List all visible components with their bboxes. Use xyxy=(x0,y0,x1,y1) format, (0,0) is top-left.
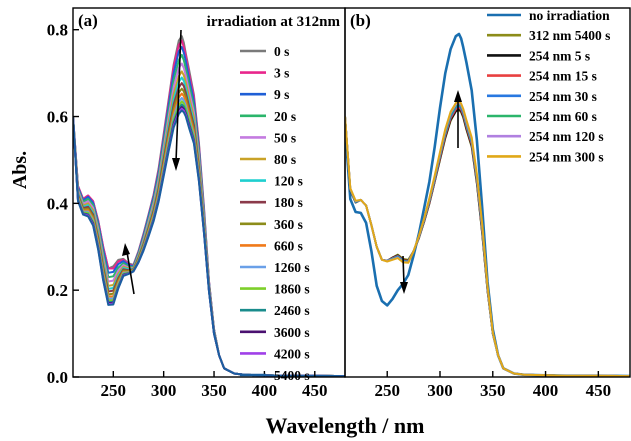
panel-b-curves xyxy=(345,32,630,377)
series-line-254-nm-60-s xyxy=(345,102,630,377)
panel-a-frame xyxy=(72,7,346,378)
x-tick-label: 350 xyxy=(480,381,506,400)
series-line-254-nm-30-s xyxy=(345,104,630,377)
legend-label: 9 s xyxy=(274,87,289,102)
legend-label: 254 nm 30 s xyxy=(529,89,597,104)
panel-a-x-ticks: 250 300 350 400 450 xyxy=(101,371,328,400)
panel-a: 0.0 0.2 0.4 0.6 0.8 250 300 350 400 450 (a) irra… xyxy=(47,7,346,400)
legend-label: 0 s xyxy=(274,44,289,59)
arrow-dip-increase xyxy=(126,251,135,295)
legend-label: 3600 s xyxy=(274,325,310,340)
legend-label: 180 s xyxy=(274,195,303,210)
panel-a-y-ticks: 0.0 0.2 0.4 0.6 0.8 xyxy=(47,21,79,387)
x-tick-label: 250 xyxy=(374,381,400,400)
y-tick-label: 0.0 xyxy=(47,368,68,387)
x-axis-title: Wavelength / nm xyxy=(266,413,425,438)
x-tick-label: 400 xyxy=(533,381,559,400)
x-tick-label: 450 xyxy=(302,381,328,400)
arrow-dip-decrease-head xyxy=(400,282,408,294)
panel-b-legend: no irradiation 312 nm 5400 s 254 nm 5 s 254… xyxy=(487,8,610,164)
legend-label: 254 nm 60 s xyxy=(529,109,597,124)
arrow-peak-decrease-head xyxy=(172,158,180,171)
legend-label: 3 s xyxy=(274,66,289,81)
legend-label: 2460 s xyxy=(274,303,310,318)
legend-label: 5400 s xyxy=(274,368,310,383)
legend-label: 312 nm 5400 s xyxy=(529,28,610,43)
panel-a-legend-title: irradiation at 312nm xyxy=(207,14,341,30)
arrow-peak-decrease xyxy=(175,29,182,163)
legend-label: 120 s xyxy=(274,174,303,189)
legend-label: 80 s xyxy=(274,152,296,167)
legend-label: 50 s xyxy=(274,130,296,145)
series-line-254-nm-300-s xyxy=(345,100,630,377)
x-tick-label: 450 xyxy=(586,381,612,400)
y-tick-label: 0.8 xyxy=(47,21,68,40)
series-line-254-nm-15-s xyxy=(345,106,630,377)
panel-a-label: (a) xyxy=(78,11,98,30)
y-tick-label: 0.4 xyxy=(47,194,69,213)
legend-label: 20 s xyxy=(274,109,296,124)
panel-b-frame xyxy=(344,7,631,378)
series-line-no-irradiation xyxy=(345,32,630,377)
legend-label: 4200 s xyxy=(274,346,310,361)
panel-b-x-ticks: 250 300 350 400 450 xyxy=(374,371,611,400)
legend-label: 1260 s xyxy=(274,260,310,275)
legend-label: 254 nm 120 s xyxy=(529,129,604,144)
legend-label: 660 s xyxy=(274,238,303,253)
y-axis-title: Abs. xyxy=(9,151,31,189)
y-tick-label: 0.6 xyxy=(47,108,68,127)
legend-label: no irradiation xyxy=(529,8,610,23)
arrow-dip-increase-head xyxy=(122,243,130,256)
series-line-5400-s xyxy=(73,109,345,377)
x-tick-label: 300 xyxy=(427,381,453,400)
x-tick-label: 350 xyxy=(201,381,227,400)
x-tick-label: 250 xyxy=(101,381,127,400)
legend-label: 254 nm 5 s xyxy=(529,48,590,63)
x-tick-label: 300 xyxy=(151,381,177,400)
y-tick-label: 0.2 xyxy=(47,281,68,300)
legend-label: 254 nm 15 s xyxy=(529,69,597,84)
panel-b-label: (b) xyxy=(350,11,371,30)
arrow-peak-increase-head xyxy=(454,90,462,102)
panel-a-legend: 0 s 3 s 9 s 20 s 50 s 80 s 120 s 180 s 360 s 660 … xyxy=(240,44,310,383)
legend-label: 1860 s xyxy=(274,282,310,297)
legend-label: 360 s xyxy=(274,217,303,232)
panel-b: 250 300 350 400 450 (b) no irradiation 312 nm… xyxy=(344,7,631,400)
arrow-dip-decrease xyxy=(402,255,405,286)
x-tick-label: 400 xyxy=(252,381,278,400)
panel-a-curves xyxy=(73,35,345,377)
legend-label: 254 nm 300 s xyxy=(529,149,604,164)
